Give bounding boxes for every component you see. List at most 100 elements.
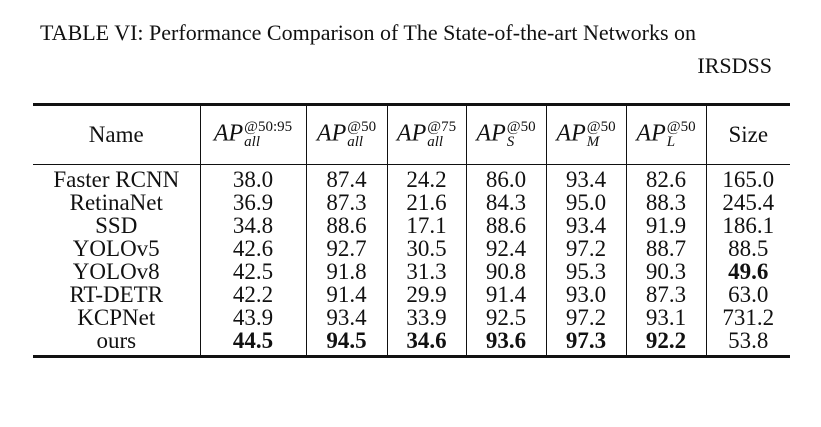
table-cell: 86.0 [465,164,546,191]
table-cell: 95.3 [545,260,626,283]
table-row: YOLOv8 42.5 91.8 31.3 90.8 95.3 90.3 49.6 [33,260,790,283]
table-cell: 24.2 [386,164,466,191]
table-cell: 34.6 [386,329,466,357]
table-row: ours 44.5 94.5 34.6 93.6 97.3 92.2 53.8 [33,329,790,357]
table-cell: 93.4 [545,214,626,237]
metric-sup: @50 [586,119,616,135]
table-cell: 42.2 [199,283,306,306]
table-cell: SSD [95,213,138,238]
header-cell: Name [33,104,200,165]
table-cell: 88.7 [625,237,706,260]
table-cell: 97.2 [545,237,626,260]
table-cell: 34.8 [199,214,306,237]
header-cell: AP @50 S [465,104,546,165]
metric-scripts: @50 all [347,120,376,150]
table-cell: RetinaNet [69,190,163,215]
table-cell: 93.6 [465,329,546,357]
table-cell: 88.6 [465,214,546,237]
metric-base: AP [556,120,586,147]
table-cell: 91.9 [625,214,706,237]
header-cell: AP @50 all [305,104,387,165]
table-cell: 731.2 [705,306,790,329]
table-cell: 21.6 [386,191,466,214]
table-cell: 92.4 [465,237,546,260]
metric-sup: @50 [666,119,696,135]
table-cell: 36.9 [199,191,306,214]
table-cell: 30.5 [386,237,466,260]
table-row: RetinaNet 36.9 87.3 21.6 84.3 95.0 88.3 245.4 [33,191,790,214]
metric-scripts: @50:95 all [244,120,292,150]
table-cell: YOLOv5 [72,236,160,261]
table-cell: 92.2 [625,329,706,357]
metric-sup: @50 [347,119,377,135]
table-cell: 42.6 [199,237,306,260]
metric-scripts: @75 all [427,120,456,150]
metric-sub: L [666,134,676,150]
table-cell: 33.9 [386,306,466,329]
table-body: Faster RCNN 38.0 87.4 24.2 86.0 93.4 82.6 165.0… [33,164,790,357]
table-cell: 87.4 [305,164,387,191]
table-cell: 165.0 [705,164,790,191]
table-cell: ours [96,328,137,353]
table-row: RT-DETR 42.2 91.4 29.9 91.4 93.0 87.3 63.0 [33,283,790,306]
table-cell: 53.8 [705,329,790,357]
table-row: YOLOv5 42.6 92.7 30.5 92.4 97.2 88.7 88.5 [33,237,790,260]
table-row: KCPNet 43.9 93.4 33.9 92.5 97.2 93.1 731.2 [33,306,790,329]
table-cell: 43.9 [199,306,306,329]
metric-base: AP [476,120,506,147]
table-cell: 90.3 [625,260,706,283]
table-cell: 94.5 [305,329,387,357]
table-cell: 93.1 [625,306,706,329]
table-cell: 92.5 [465,306,546,329]
metric-scripts: @50 L [667,120,696,150]
table-cell: 88.6 [305,214,387,237]
table-cell: 93.0 [545,283,626,306]
table-cell: 87.3 [625,283,706,306]
table: Name AP @50:95 all AP @50 all AP @75 all AP @50 S AP @… [33,103,790,358]
metric-scripts: @50 M [587,120,616,150]
table-cell: 38.0 [199,164,306,191]
table-cell: 63.0 [705,283,790,306]
table-cell: 31.3 [386,260,466,283]
metric-sub: all [427,134,444,150]
table-cell: 29.9 [386,283,466,306]
table-cell: 97.3 [545,329,626,357]
metric-sub: M [586,134,600,150]
header-cell: AP @75 all [386,104,466,165]
table-cell: 88.5 [705,237,790,260]
table-row: SSD 34.8 88.6 17.1 88.6 93.4 91.9 186.1 [33,214,790,237]
metric-sup: @75 [427,119,457,135]
header-cell: AP @50 L [625,104,706,165]
caption: TABLE VI: Performance Comparison of The … [40,20,697,45]
metric-base: AP [636,120,666,147]
caption: IRSDSS [697,53,772,78]
table-cell: 42.5 [199,260,306,283]
table-cell: 88.3 [625,191,706,214]
table-cell: 245.4 [705,191,790,214]
table-cell: 84.3 [465,191,546,214]
table-cell: 186.1 [705,214,790,237]
table-cell: 44.5 [199,329,306,357]
metric-base: AP [213,120,244,147]
header-row: Name AP @50:95 all AP @50 all AP @75 all AP @50 S AP @… [33,104,790,165]
header-cell: AP @50 M [545,104,626,165]
table-cell: 87.3 [305,191,387,214]
metric-scripts: @50 S [507,120,536,150]
table-cell: 49.6 [705,260,790,283]
table-cell: Faster RCNN [53,167,180,192]
table-cell: 91.4 [465,283,546,306]
table-cell: 95.0 [545,191,626,214]
metric-sub: all [244,134,261,150]
table-cell: KCPNet [77,305,156,330]
table-cell: 97.2 [545,306,626,329]
metric-base: AP [316,120,347,147]
table-cell: 91.4 [305,283,387,306]
metric-base: AP [396,120,427,147]
metric-sub: S [506,134,515,150]
table-row: Faster RCNN 38.0 87.4 24.2 86.0 93.4 82.6 165.0 [33,164,790,192]
table-cell: YOLOv8 [72,259,160,284]
table-cell: 90.8 [465,260,546,283]
table-cell: 82.6 [625,164,706,191]
table-cell: 91.8 [305,260,387,283]
